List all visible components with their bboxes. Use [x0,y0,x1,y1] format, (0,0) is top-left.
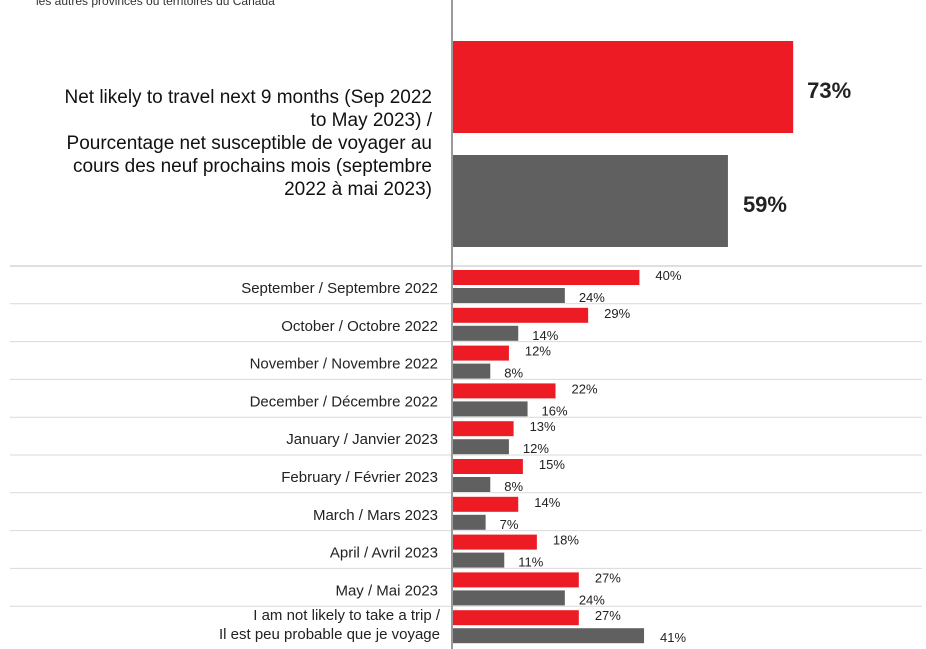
top-note: les autres provinces ou territoires du C… [36,0,275,8]
category-label: March / Mars 2023 [313,507,438,524]
headline-bar-series-1 [453,41,794,133]
data-label-series-1: 22% [572,381,598,396]
data-label-series-1: 27% [595,570,621,585]
category-label: Il est peu probable que je voyage [219,626,440,643]
category-label: May / Mai 2023 [335,582,438,599]
headline-category-label: Net likely to travel next 9 months (Sep … [64,87,432,200]
bar-series-1 [453,421,514,437]
bar-series-2 [453,552,505,568]
category-label: April / Avril 2023 [330,545,438,562]
data-label-series-1: 18% [553,533,579,548]
data-label-series-2: 8% [504,479,523,494]
data-label-series-1: 29% [604,306,630,321]
category-label: January / Janvier 2023 [286,431,438,448]
data-label-series-1: 15% [539,457,565,472]
bar-series-1 [453,496,519,512]
headline-data-label-series-2: 59% [743,192,787,217]
data-label-series-2: 24% [579,592,605,607]
bar-series-2 [453,288,565,303]
bar-series-2 [453,363,491,379]
category-label: I am not likely to take a trip / [253,607,441,624]
bar-series-1 [453,383,556,399]
headline-data-label-series-1: 73% [807,78,851,103]
headline-bar-series-2 [453,155,728,247]
bar-series-1 [453,610,579,626]
data-label-series-2: 24% [579,290,605,305]
data-label-series-2: 41% [660,630,686,645]
bar-series-1 [453,345,509,361]
bar-series-2 [453,628,645,644]
bar-series-2 [453,514,486,530]
data-label-series-2: 11% [518,555,543,570]
data-label-series-1: 27% [595,608,621,623]
data-label-series-2: 7% [500,517,519,532]
category-label: October / Octobre 2022 [281,318,438,335]
data-label-series-1: 14% [534,495,560,510]
category-label: December / Décembre 2022 [250,393,438,410]
data-label-series-2: 16% [542,403,568,418]
bar-series-1 [453,270,640,285]
data-label-series-2: 12% [523,441,549,456]
data-label-series-2: 14% [532,328,558,343]
bar-series-1 [453,534,537,550]
bar-series-2 [453,439,509,455]
data-label-series-1: 40% [655,268,681,283]
data-label-series-2: 8% [504,366,523,381]
category-label: February / Février 2023 [281,469,438,486]
bar-series-2 [453,325,519,341]
bar-series-2 [453,401,528,417]
data-label-series-1: 12% [525,344,551,359]
bar-series-1 [453,572,579,588]
bar-series-1 [453,459,523,474]
bar-series-1 [453,307,589,323]
category-label: September / Septembre 2022 [241,280,438,297]
bar-series-2 [453,590,565,606]
bar-series-2 [453,477,491,492]
data-label-series-1: 13% [530,419,556,434]
category-label: November / Novembre 2022 [250,356,438,373]
